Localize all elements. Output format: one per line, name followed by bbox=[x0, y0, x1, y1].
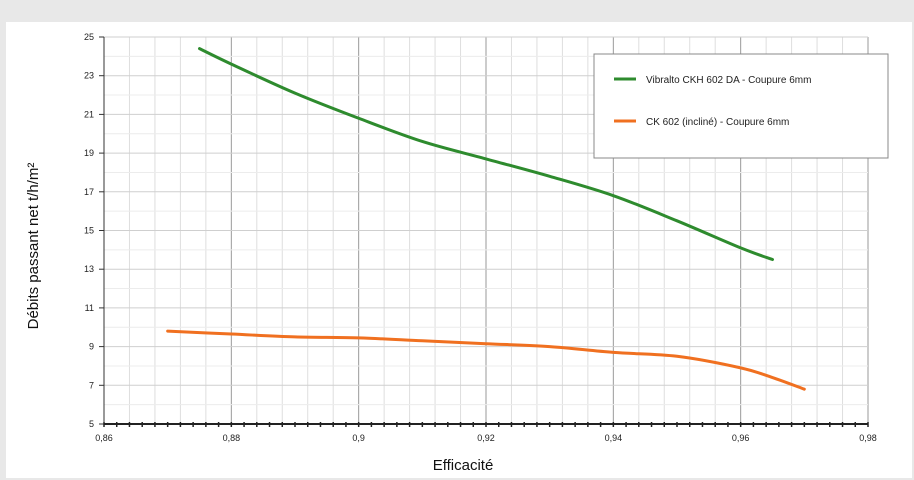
legend-label-vibralto: Vibralto CKH 602 DA - Coupure 6mm bbox=[646, 75, 811, 86]
tick-labels: 0,86 0,88 0,9 0,92 0,94 0,96 0,98 5 7 9 11 13 15 17 19… bbox=[84, 32, 877, 443]
series-line-ck602 bbox=[166, 329, 806, 391]
legend-box bbox=[593, 53, 889, 159]
y-tick-label: 13 bbox=[84, 264, 94, 274]
x-tick-label: 0,88 bbox=[223, 433, 241, 443]
y-tick-label: 5 bbox=[89, 419, 94, 429]
legend: Vibralto CKH 602 DA - Coupure 6mm CK 602… bbox=[593, 53, 889, 159]
y-tick-label: 17 bbox=[84, 187, 94, 197]
y-tick-label: 21 bbox=[84, 109, 94, 119]
y-tick-label: 15 bbox=[84, 226, 94, 236]
x-tick-label: 0,92 bbox=[477, 433, 495, 443]
x-tick-label: 0,9 bbox=[352, 433, 365, 443]
x-tick-label: 0,98 bbox=[859, 433, 877, 443]
y-tick-label: 7 bbox=[89, 380, 94, 390]
legend-label-ck602: CK 602 (incliné) - Coupure 6mm bbox=[646, 117, 789, 128]
series-line-vibralto bbox=[198, 47, 774, 262]
y-tick-label: 9 bbox=[89, 342, 94, 352]
series bbox=[166, 47, 806, 391]
y-tick-label: 23 bbox=[84, 71, 94, 81]
chart-frame: 0,86 0,88 0,9 0,92 0,94 0,96 0,98 5 7 9 11 13 15 17 19… bbox=[6, 22, 912, 478]
x-tick-label: 0,86 bbox=[95, 433, 113, 443]
axes bbox=[99, 36, 869, 427]
y-axis-title: Débits passant net t/h/m² bbox=[25, 163, 42, 330]
line-chart: 0,86 0,88 0,9 0,92 0,94 0,96 0,98 5 7 9 11 13 15 17 19… bbox=[25, 32, 889, 474]
x-tick-label: 0,96 bbox=[732, 433, 750, 443]
y-tick-label: 11 bbox=[85, 303, 94, 313]
y-tick-label: 25 bbox=[84, 32, 94, 42]
y-tick-label: 19 bbox=[84, 148, 94, 158]
x-tick-label: 0,94 bbox=[605, 433, 623, 443]
x-axis-title: Efficacité bbox=[433, 457, 494, 474]
